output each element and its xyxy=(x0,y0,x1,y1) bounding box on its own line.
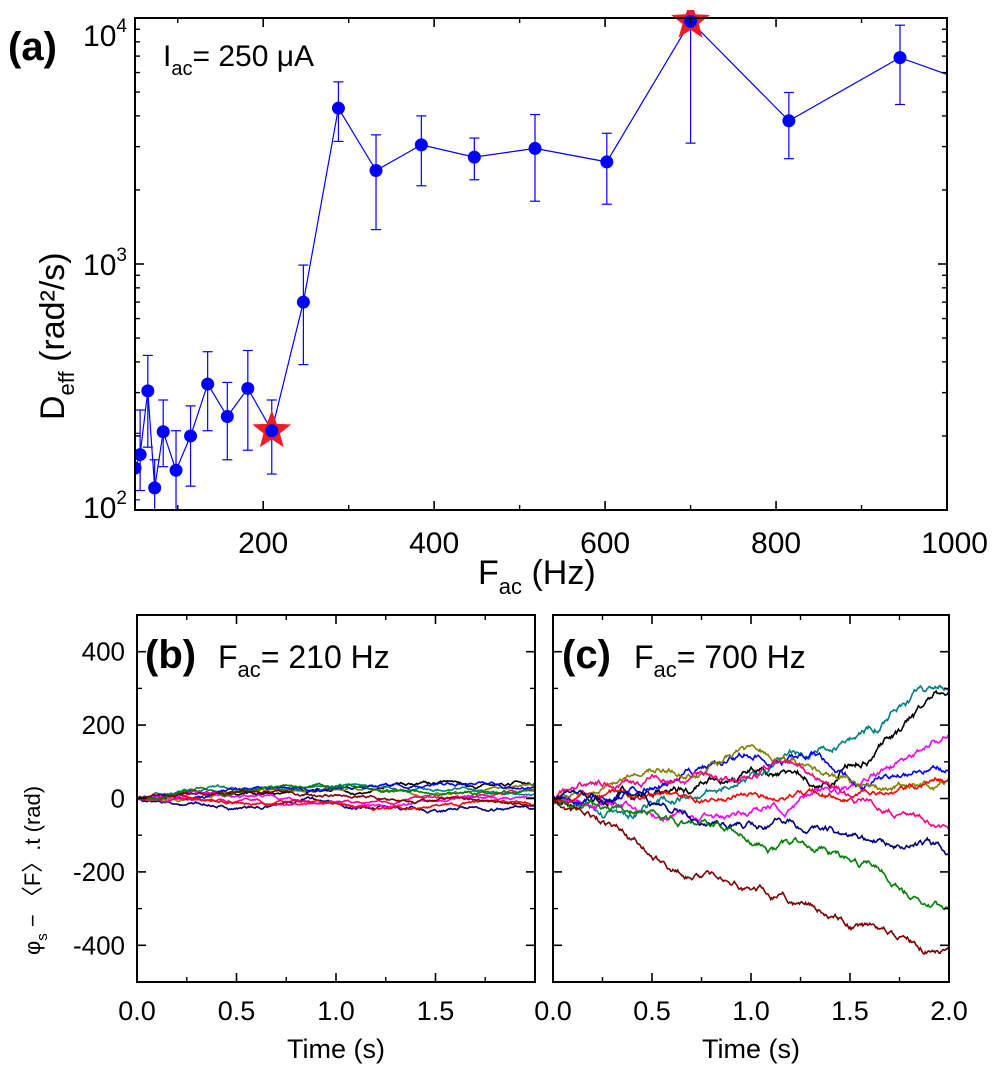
panel-b-trace-maroon xyxy=(137,789,535,808)
panel-c-trace-green xyxy=(553,798,949,911)
panel-a-data-point xyxy=(156,425,170,439)
panel-a-data-marks xyxy=(135,10,947,510)
panel-c-trace-teal xyxy=(553,684,949,821)
panel-a-data-point xyxy=(528,141,542,155)
panel-b-data-marks xyxy=(137,779,535,814)
panel-b-ylabel: φs − 〈F〉.t (rad) xyxy=(20,786,51,955)
panel-b-ytick-label: -400 xyxy=(73,930,125,960)
panel-b-plot-area xyxy=(137,779,535,814)
panel-a-errorbar xyxy=(298,264,309,366)
panel-c-xtick-label: 0.0 xyxy=(534,996,572,1026)
panel-b-ytick-label: 400 xyxy=(82,637,125,667)
panel-a-label: (a) xyxy=(8,25,57,69)
panel-c-xtick-label: 1.5 xyxy=(831,996,869,1026)
panel-a-data-point xyxy=(893,51,907,65)
panel-a-data-point xyxy=(369,163,383,177)
panel-b-trace-teal xyxy=(137,782,535,800)
panel-b-label: (b) xyxy=(145,633,196,677)
panel-c-xtick-label: 2.0 xyxy=(930,996,968,1026)
panel-c-xlabel: Time (s) xyxy=(702,1034,800,1064)
panel-b-xtick-label: 1.5 xyxy=(417,996,455,1026)
panel-b-ticks: 0.0 0.5 1.0 1.5 -400 -200 0 200 400 xyxy=(73,615,535,1026)
panel-b-xtick-label: 0.0 xyxy=(118,996,156,1026)
panel-a-errorbar xyxy=(135,432,140,501)
panel-a-ylabel: Deff (rad²/s) xyxy=(34,252,79,420)
panel-b-annotation: Fac= 210 Hz xyxy=(218,639,390,682)
panel-a-annotation: Iac= 250 μA xyxy=(163,40,314,80)
panel-a-ytick-label: 104 xyxy=(83,16,127,53)
panel-c-xtick-label: 0.5 xyxy=(633,996,671,1026)
panel-a-data-point xyxy=(600,155,614,169)
panel-a-data-point xyxy=(169,463,183,477)
panel-a-errorbar xyxy=(142,354,153,448)
panel-a-xtick-label: 800 xyxy=(751,527,801,560)
panel-b: 0.0 0.5 1.0 1.5 -400 -200 0 200 400 (b) Fac= 210… xyxy=(20,614,536,1064)
panel-a-series-line xyxy=(135,20,947,488)
panel-c-plot-area xyxy=(553,684,949,955)
panel-a-data-point xyxy=(265,424,279,438)
panel-c-trace-red xyxy=(553,776,949,806)
panel-c-ticks: 0.0 0.5 1.0 1.5 2.0 xyxy=(534,615,968,1026)
panel-a-errorbar xyxy=(202,351,213,432)
panel-a-data-point xyxy=(296,295,310,309)
panel-c-trace-blue xyxy=(553,750,949,806)
panel-c-trace-pink xyxy=(553,759,949,831)
panel-b-ytick-label: 0 xyxy=(111,784,125,814)
panel-a-ytick-label: 103 xyxy=(83,245,127,282)
panel-a-errorbar xyxy=(242,349,253,451)
panel-a-ytick-label: 102 xyxy=(83,488,127,525)
panel-a-ticks: 200 400 600 800 1000 102 103 104 xyxy=(83,16,988,560)
panel-a-frame xyxy=(134,17,948,511)
panel-a-errorbar xyxy=(601,132,612,205)
panel-c-data-marks xyxy=(553,684,949,955)
panel-a-errorbar xyxy=(185,405,196,487)
panel-a-data-point xyxy=(467,150,481,164)
panel-b-ytick-label: 200 xyxy=(82,710,125,740)
panel-a-xtick-label: 1000 xyxy=(921,527,988,560)
panel-a-data-point xyxy=(141,384,155,398)
panel-b-xtick-label: 1.0 xyxy=(317,996,355,1026)
panel-a-errorbar xyxy=(530,113,541,202)
panel-b-xlabel: Time (s) xyxy=(287,1034,385,1064)
panel-a-data-point xyxy=(135,461,142,475)
panel-c-trace-olive xyxy=(553,744,949,802)
panel-b-trace-blue xyxy=(137,781,535,801)
panel-b-trace-green xyxy=(137,782,535,801)
panel-c-annotation: Fac= 700 Hz xyxy=(634,639,806,682)
panel-b-trace-red xyxy=(137,792,535,812)
panel-c-trace-maroon xyxy=(553,798,949,955)
panel-c-xtick-label: 1.0 xyxy=(732,996,770,1026)
panel-a: 200 400 600 800 1000 102 103 104 (a) Iac= 250 μ… xyxy=(8,10,988,599)
panel-a-data-point xyxy=(331,101,345,115)
panel-a-data-point xyxy=(241,381,255,395)
panel-a-data-point xyxy=(201,377,215,391)
panel-a-plot-area xyxy=(135,10,947,510)
panel-a-data-point xyxy=(135,448,147,462)
panel-c: 0.0 0.5 1.0 1.5 2.0 (c) Fac= 700 Hz Time (s) xyxy=(534,614,968,1064)
panel-a-xlabel: Fac (Hz) xyxy=(478,554,596,599)
panel-a-data-point xyxy=(782,114,796,128)
panel-a-data-point xyxy=(220,409,234,423)
panel-a-xtick-label: 600 xyxy=(580,527,630,560)
panel-a-errorbar xyxy=(894,24,905,106)
panel-a-xtick-label: 400 xyxy=(409,527,459,560)
panel-b-xtick-label: 0.5 xyxy=(218,996,256,1026)
panel-b-ytick-label: -200 xyxy=(73,857,125,887)
panel-c-trace-navy xyxy=(553,789,949,856)
panel-a-xtick-label: 200 xyxy=(238,527,288,560)
panel-c-label: (c) xyxy=(562,633,611,677)
panel-a-data-point xyxy=(414,138,428,152)
panel-a-data-point xyxy=(148,481,162,495)
panel-a-data-point xyxy=(184,429,198,443)
panel-c-trace-black xyxy=(553,689,949,809)
panel-a-errorbar xyxy=(371,134,382,231)
